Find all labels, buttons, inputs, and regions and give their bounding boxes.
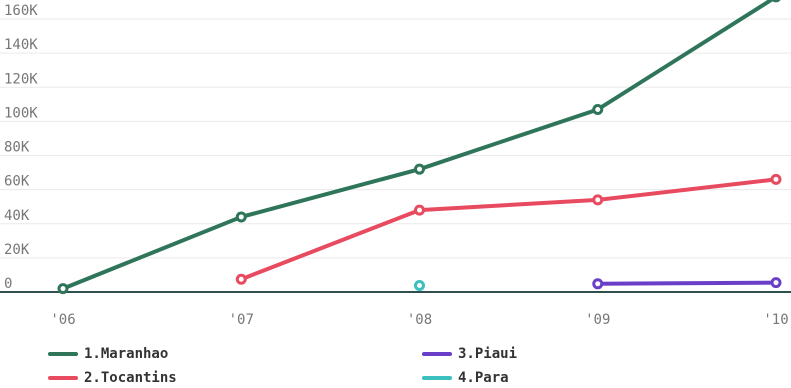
data-point <box>414 280 425 292</box>
y-tick-label: 140K <box>4 37 38 53</box>
x-tick-label: '08 <box>407 312 432 328</box>
legend-item-tocantins[interactable]: 2.Tocantins <box>48 368 177 388</box>
data-point <box>770 277 782 289</box>
legend-item-para[interactable]: 4.Para <box>422 368 509 388</box>
y-axis-ticks: 0 20K 40K 60K 80K 100K 120K 140K 160K <box>4 3 38 292</box>
data-point <box>57 283 69 295</box>
series-tocantins <box>235 173 782 285</box>
legend: 1.Maranhao 2.Tocantins 3.Piaui 4.Para <box>0 340 791 388</box>
x-axis-ticks: '06 '07 '08 '09 '10 <box>50 312 788 328</box>
legend-item-piaui[interactable]: 3.Piaui <box>422 344 517 364</box>
y-tick-label: 40K <box>4 208 30 224</box>
series-para <box>414 280 425 292</box>
grid-lines <box>0 18 791 259</box>
data-point <box>592 103 604 115</box>
legend-swatch <box>48 352 78 356</box>
y-tick-label: 60K <box>4 174 30 190</box>
data-point <box>592 278 604 290</box>
legend-label: 1.Maranhao <box>84 346 169 362</box>
data-point <box>770 173 782 185</box>
data-point <box>592 194 604 206</box>
legend-label: 3.Piaui <box>458 346 518 362</box>
y-tick-label: 120K <box>4 71 38 87</box>
series-line <box>595 280 778 286</box>
y-tick-label: 160K <box>4 3 38 19</box>
data-point <box>235 273 247 285</box>
y-tick-label: 0 <box>4 276 12 292</box>
data-point <box>414 204 425 216</box>
legend-swatch <box>48 376 78 380</box>
x-tick-label: '10 <box>763 312 788 328</box>
x-tick-label: '07 <box>229 312 254 328</box>
legend-item-maranhao[interactable]: 1.Maranhao <box>48 344 168 364</box>
data-point <box>771 0 781 3</box>
legend-label: 2.Tocantins <box>84 370 177 386</box>
data-point <box>235 211 247 223</box>
x-tick-label: '09 <box>585 312 610 328</box>
x-tick-label: '06 <box>50 312 75 328</box>
legend-swatch <box>422 352 452 356</box>
y-tick-label: 20K <box>4 242 30 258</box>
series-line <box>61 0 775 291</box>
y-tick-label: 100K <box>4 105 38 121</box>
y-tick-label: 80K <box>4 140 30 156</box>
series-maranhao <box>57 0 781 295</box>
legend-swatch <box>422 376 452 380</box>
series-line <box>239 177 778 282</box>
series-piaui <box>592 277 782 290</box>
series-group <box>57 0 782 295</box>
data-point <box>414 163 425 175</box>
legend-label: 4.Para <box>458 370 509 386</box>
